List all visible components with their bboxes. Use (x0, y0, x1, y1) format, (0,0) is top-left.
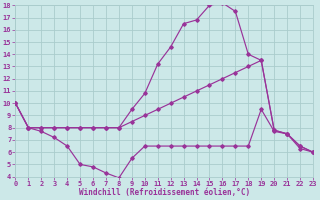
X-axis label: Windchill (Refroidissement éolien,°C): Windchill (Refroidissement éolien,°C) (79, 188, 250, 197)
